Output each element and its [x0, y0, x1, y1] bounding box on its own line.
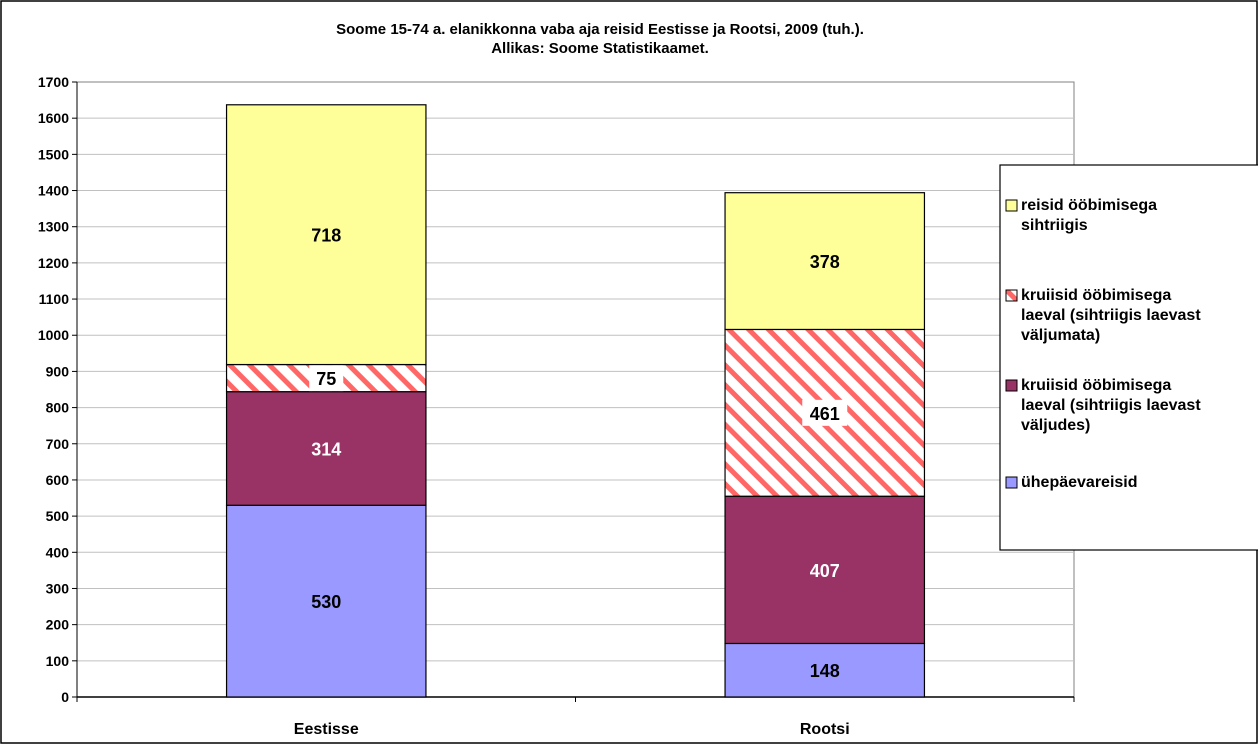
y-tick-label: 100 — [46, 653, 70, 669]
y-tick-label: 1500 — [38, 146, 69, 162]
legend-swatch — [1006, 477, 1017, 488]
data-label: 75 — [316, 369, 336, 389]
legend-label: laeval (sihtriigis laevast — [1021, 307, 1201, 324]
chart-title-line1: Soome 15-74 a. elanikkonna vaba aja reis… — [336, 21, 864, 38]
y-tick-label: 500 — [46, 508, 70, 524]
legend-label: ühepäevareisid — [1021, 474, 1138, 491]
legend-swatch — [1006, 200, 1017, 211]
legend-label: väljudes) — [1021, 417, 1090, 434]
y-tick-label: 200 — [46, 617, 70, 633]
y-tick-label: 1200 — [38, 255, 69, 271]
y-tick-label: 900 — [46, 363, 70, 379]
y-tick-label: 0 — [61, 689, 69, 705]
y-tick-label: 400 — [46, 544, 70, 560]
y-tick-label: 1100 — [39, 291, 70, 307]
legend-swatch — [1006, 380, 1017, 391]
y-tick-label: 1300 — [38, 219, 69, 235]
legend-label: kruiisid ööbimisega — [1021, 287, 1171, 304]
data-label: 148 — [810, 661, 840, 681]
data-label: 314 — [311, 439, 341, 459]
data-label: 718 — [311, 226, 341, 246]
data-label: 530 — [311, 592, 341, 612]
data-label: 461 — [810, 404, 840, 424]
y-tick-label: 1400 — [38, 183, 69, 199]
x-category-label: Rootsi — [800, 721, 850, 738]
y-tick-label: 300 — [46, 580, 70, 596]
y-tick-label: 1000 — [38, 327, 69, 343]
y-tick-label: 700 — [46, 436, 70, 452]
x-category-label: Eestisse — [294, 721, 359, 738]
chart-title-line2: Allikas: Soome Statistikaamet. — [491, 40, 709, 57]
legend-label: väljumata) — [1021, 327, 1100, 344]
legend: reisid ööbimisega sihtriigis kruiisid ööbi… — [1000, 165, 1258, 550]
y-tick-label: 600 — [46, 472, 70, 488]
data-label: 407 — [810, 561, 840, 581]
y-tick-label: 1600 — [38, 110, 69, 126]
legend-label: sihtriigis — [1021, 217, 1088, 234]
y-tick-label: 1700 — [38, 74, 69, 90]
y-tick-label: 800 — [46, 400, 70, 416]
legend-label: laeval (sihtriigis laevast — [1021, 397, 1201, 414]
legend-swatch — [1006, 290, 1017, 301]
legend-label: reisid ööbimisega — [1021, 197, 1157, 214]
legend-label: kruiisid ööbimisega — [1021, 377, 1171, 394]
data-label: 378 — [810, 252, 840, 272]
